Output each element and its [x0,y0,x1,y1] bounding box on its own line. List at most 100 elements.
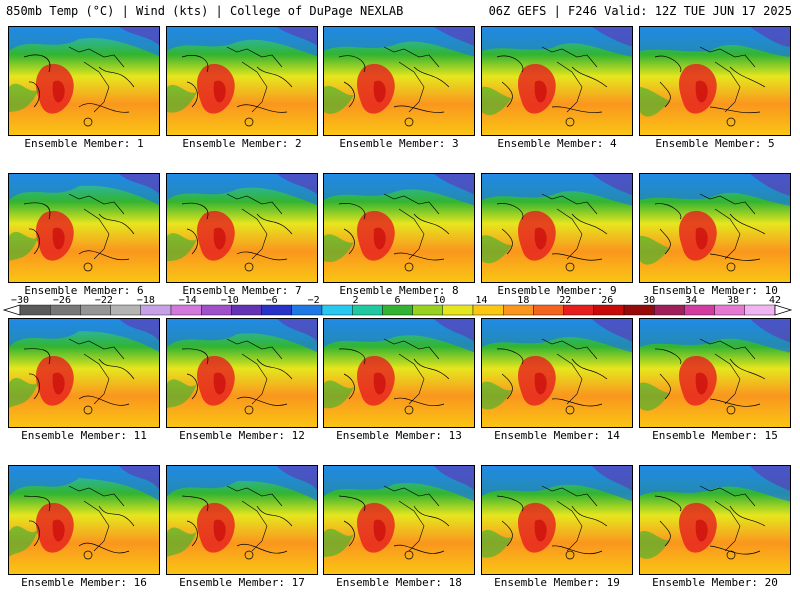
colorbar-swatch [654,304,685,316]
ensemble-member-map [8,465,160,575]
colorbar-swatch [412,304,444,316]
colorbar-swatch [140,304,172,316]
colorbar-tick-label: 26 [601,295,613,306]
colorbar-swatch [110,304,141,316]
temperature-map [482,27,632,135]
colorbar-tick-label: −6 [266,295,278,306]
temperature-map [9,174,159,282]
temperature-map [482,319,632,427]
colorbar-tick-label: 10 [433,295,445,306]
ensemble-member-label: Ensemble Member: 10 [652,284,778,297]
ensemble-member-map [481,465,633,575]
colorbar-swatch [200,304,232,316]
colorbar-swatch [231,304,262,316]
ensemble-member-label: Ensemble Member: 17 [179,576,305,589]
ensemble-member-label: Ensemble Member: 2 [182,137,302,150]
colorbar-tick-label: −22 [95,295,113,306]
colorbar-tick-label: −10 [221,295,239,306]
temperature-map [324,319,474,427]
temperature-colorbar: −30 −26 −22 −18 −14 −10 −6 −2 2 6 10 14 18 22 26 30 34 38… [2,295,793,316]
ensemble-member-label: Ensemble Member: 12 [179,429,305,442]
ensemble-member-map [166,465,318,575]
temperature-map [324,27,474,135]
ensemble-member-label: Ensemble Member: 5 [655,137,775,150]
colorbar-swatch [744,304,776,316]
temperature-map [640,319,790,427]
colorbar-swatch [442,304,474,316]
temperature-map [324,174,474,282]
colorbar-tick-label: −2 [308,295,320,306]
ensemble-member-label: Ensemble Member: 14 [494,429,620,442]
ensemble-member-label: Ensemble Member: 20 [652,576,778,589]
colorbar-swatch [50,304,81,316]
temperature-map [9,27,159,135]
ensemble-member-map [166,26,318,136]
colorbar-tick-label: 34 [685,295,697,306]
colorbar-max-arrow [774,304,793,316]
colorbar-tick-label: 6 [394,295,400,306]
colorbar-swatch [352,304,383,316]
colorbar-swatch [623,304,655,316]
ensemble-member-label: Ensemble Member: 11 [21,429,147,442]
temperature-map [640,466,790,574]
ensemble-member-label: Ensemble Member: 6 [24,284,144,297]
ensemble-member-label: Ensemble Member: 7 [182,284,302,297]
ensemble-member-map [639,26,791,136]
ensemble-member-map [481,173,633,283]
temperature-map [167,27,317,135]
temperature-map [640,27,790,135]
ensemble-member-map [481,26,633,136]
ensemble-member-map [8,318,160,428]
colorbar-swatch [684,304,715,316]
colorbar-swatch [291,304,323,316]
colorbar-swatch [472,304,504,316]
colorbar-tick-label: −18 [137,295,155,306]
temperature-map [9,466,159,574]
model-run-info: 06Z GEFS | F246 Valid: 12Z TUE JUN 17 20… [488,4,792,18]
temperature-map [324,466,474,574]
ensemble-member-label: Ensemble Member: 4 [497,137,617,150]
ensemble-member-map [639,173,791,283]
colorbar-tick-label: 22 [559,295,571,306]
temperature-map [640,174,790,282]
ensemble-member-label: Ensemble Member: 3 [339,137,459,150]
ensemble-member-label: Ensemble Member: 19 [494,576,620,589]
ensemble-member-map [8,173,160,283]
ensemble-member-map [481,318,633,428]
temperature-map [167,174,317,282]
colorbar-swatch [593,304,625,316]
temperature-map [482,466,632,574]
ensemble-member-map [323,173,475,283]
colorbar-swatch [321,304,353,316]
ensemble-member-map [639,465,791,575]
temperature-map [167,466,317,574]
ensemble-member-label: Ensemble Member: 9 [497,284,617,297]
colorbar-swatch [382,304,413,316]
colorbar-swatch [563,304,594,316]
colorbar-swatch [714,304,745,316]
colorbar-tick-label: −14 [179,295,197,306]
colorbar-tick-label: 2 [353,295,359,306]
colorbar-tick-label: 38 [727,295,739,306]
ensemble-member-map [323,26,475,136]
colorbar-min-arrow [2,304,21,316]
ensemble-member-label: Ensemble Member: 15 [652,429,778,442]
ensemble-member-label: Ensemble Member: 18 [336,576,462,589]
ensemble-member-label: Ensemble Member: 8 [339,284,459,297]
temperature-map [167,319,317,427]
ensemble-member-map [166,318,318,428]
colorbar-tick-label: −26 [53,295,71,306]
colorbar-swatch [19,304,51,316]
map-title: 850mb Temp (°C) | Wind (kts) | College o… [6,4,404,18]
ensemble-member-label: Ensemble Member: 1 [24,137,144,150]
ensemble-member-label: Ensemble Member: 13 [336,429,462,442]
ensemble-member-map [8,26,160,136]
ensemble-member-map [323,318,475,428]
colorbar-tick-label: 30 [643,295,655,306]
ensemble-member-map [323,465,475,575]
temperature-map [9,319,159,427]
colorbar-tick-label: 42 [769,295,781,306]
temperature-map [482,174,632,282]
colorbar-swatch [503,304,534,316]
colorbar-tick-label: −30 [11,295,29,306]
